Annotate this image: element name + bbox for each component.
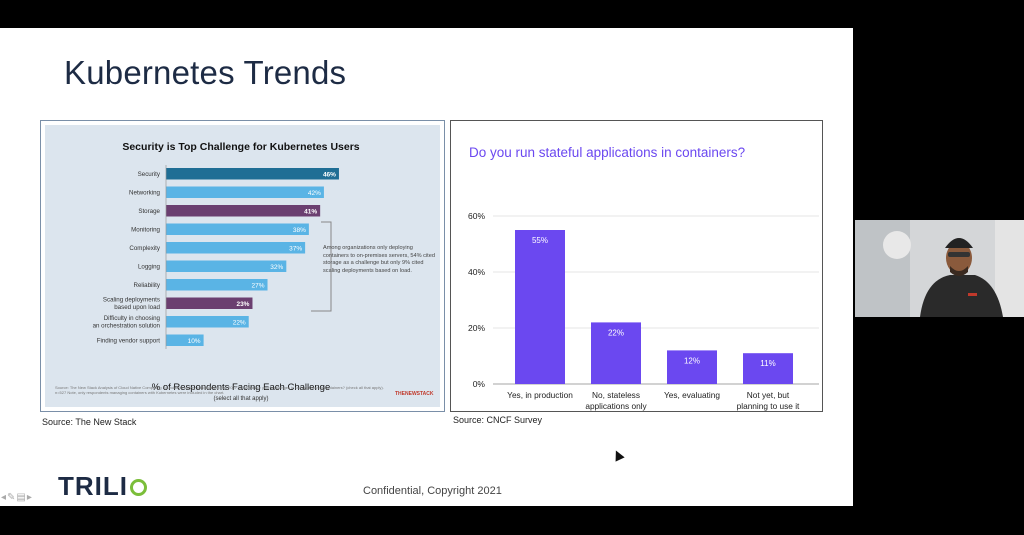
x-category-label: No, stateless — [592, 390, 640, 400]
left-bar — [166, 186, 324, 198]
left-chart-panel: Security is Top Challenge for Kubernetes… — [40, 120, 445, 412]
presenter-video — [855, 220, 1024, 317]
right-bar-value-label: 12% — [684, 356, 700, 365]
left-bar-value-label: 41% — [304, 209, 317, 216]
right-bar-value-label: 11% — [760, 359, 775, 368]
x-category-label: applications only — [585, 401, 647, 411]
left-chart-xlabel-sub: (select all that apply) — [213, 396, 268, 402]
pen-icon[interactable]: ✎ — [7, 492, 17, 503]
left-bar-value-label: 37% — [289, 246, 302, 253]
left-category-label: Finding vendor support — [97, 337, 161, 344]
left-bar-value-label: 23% — [236, 301, 249, 308]
x-category-label: Yes, in production — [507, 390, 573, 400]
left-category-label: Security — [138, 171, 161, 178]
left-bar-value-label: 42% — [308, 190, 321, 197]
stateful-apps-chart: Do you run stateful applications in cont… — [468, 145, 819, 433]
left-bar — [166, 205, 321, 217]
left-category-label: Networking — [129, 189, 161, 196]
right-bar-value-label: 55% — [532, 236, 548, 245]
left-category-label: Logging — [138, 263, 161, 270]
left-bar — [166, 334, 204, 346]
left-bar-value-label: 22% — [233, 320, 246, 327]
left-bar — [166, 242, 306, 254]
presentation-slide: Kubernetes Trends Security is Top Challe… — [0, 28, 853, 506]
right-bar — [515, 230, 565, 384]
y-tick-label: 60% — [468, 211, 485, 221]
slide-navigation-controls[interactable]: ◂✎▤▸ — [1, 492, 33, 503]
logo-ring-icon — [130, 479, 147, 496]
new-stack-mark: THENEWSTACK — [395, 391, 434, 397]
left-chart-annotation: Among organizations only deploying conta… — [323, 245, 435, 274]
right-bar — [743, 353, 793, 384]
y-tick-label: 0% — [473, 379, 486, 389]
left-bar — [166, 223, 309, 235]
trilio-logo: TRILI — [58, 471, 147, 502]
x-category-label: planning to use it — [737, 401, 800, 411]
left-bar-value-label: 10% — [188, 338, 201, 345]
left-bar-value-label: 38% — [293, 227, 306, 234]
left-category-label: Complexity — [129, 245, 161, 252]
left-category-label: Scaling deployments — [103, 297, 160, 304]
left-category-label: Reliability — [134, 282, 161, 289]
right-bar-value-label: 22% — [608, 328, 624, 337]
right-bar — [591, 322, 641, 384]
left-bar — [166, 316, 249, 328]
right-chart-title: Do you run stateful applications in cont… — [469, 145, 745, 160]
left-source-caption: Source: The New Stack — [42, 417, 137, 427]
right-chart-panel: Do you run stateful applications in cont… — [450, 120, 823, 433]
left-bar-value-label: 27% — [252, 283, 265, 290]
slide-footer: Confidential, Copyright 2021 — [363, 485, 502, 497]
left-category-label: Storage — [138, 208, 160, 215]
logo-text: TRILI — [58, 471, 128, 501]
left-bar — [166, 260, 287, 272]
left-chart-xlabel: % of Respondents Facing Each Challenge — [152, 382, 331, 393]
left-category-label: an orchestration solution — [93, 323, 161, 330]
next-slide-icon[interactable]: ▸ — [26, 492, 33, 503]
y-tick-label: 40% — [468, 267, 485, 277]
x-category-label: Not yet, but — [747, 390, 790, 400]
menu-icon[interactable]: ▤ — [16, 492, 27, 503]
security-challenges-chart: Security is Top Challenge for Kubernetes… — [93, 141, 435, 402]
y-tick-label: 20% — [468, 323, 485, 333]
x-category-label: Yes, evaluating — [664, 390, 720, 400]
webcam-video-feed — [855, 220, 1024, 317]
left-chart-footnote: Source: The New Stack Analysis of Cloud … — [55, 385, 384, 396]
left-category-label: Monitoring — [131, 226, 160, 233]
left-bar — [166, 297, 253, 309]
annotation-box: Among organizations only deploying conta… — [323, 245, 435, 274]
left-category-label: Difficulty in choosing — [104, 315, 161, 322]
slide-title: Kubernetes Trends — [64, 54, 347, 91]
left-chart-title: Security is Top Challenge for Kubernetes… — [122, 141, 359, 153]
left-bar — [166, 168, 339, 180]
left-chart-background: Security is Top Challenge for Kubernetes… — [45, 125, 440, 407]
left-bar-value-label: 32% — [270, 264, 283, 271]
annotation-bracket — [311, 221, 332, 312]
previous-slide-icon[interactable]: ◂ — [1, 492, 8, 503]
right-bar — [667, 350, 717, 384]
left-category-label: based upon load — [114, 304, 160, 311]
right-source-caption: Source: CNCF Survey — [453, 415, 543, 425]
left-bar — [166, 279, 268, 291]
left-bar-value-label: 46% — [323, 172, 336, 179]
